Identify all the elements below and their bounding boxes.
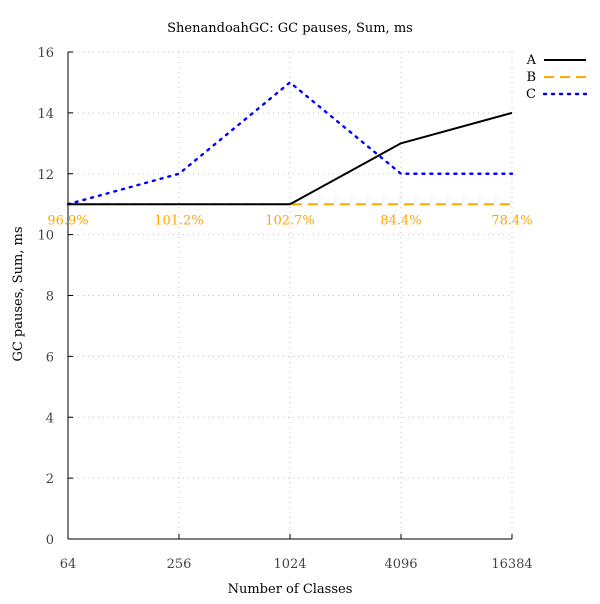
legend-label: C bbox=[526, 87, 536, 102]
annotation-label: 78.4% bbox=[491, 213, 532, 228]
axes: 0 2 4 6 8 10 12 14 16 64 256 1024 4096 16384 bbox=[37, 46, 532, 572]
y-tick-label: 0 bbox=[46, 533, 54, 548]
annotation-label: 96.9% bbox=[47, 213, 88, 228]
x-tick-label: 64 bbox=[60, 557, 77, 572]
annotations: 96.9% 101.2% 102.7% 84.4% 78.4% bbox=[47, 213, 532, 228]
y-tick-label: 2 bbox=[46, 472, 54, 487]
y-tick-label: 16 bbox=[37, 46, 54, 61]
annotation-label: 84.4% bbox=[380, 213, 421, 228]
y-axis-label: GC pauses, Sum, ms bbox=[11, 226, 26, 361]
y-tick-label: 14 bbox=[37, 107, 54, 122]
y-tick-label: 6 bbox=[46, 350, 54, 365]
y-tick-label: 8 bbox=[46, 290, 54, 305]
legend-label: B bbox=[526, 70, 536, 85]
y-tick-label: 4 bbox=[46, 411, 54, 426]
annotation-label: 101.2% bbox=[154, 213, 204, 228]
y-tick-label: 12 bbox=[37, 168, 54, 183]
x-tick-label: 16384 bbox=[491, 557, 532, 572]
x-tick-label: 1024 bbox=[273, 557, 306, 572]
legend-label: A bbox=[526, 53, 537, 68]
grid bbox=[67, 51, 513, 540]
annotation-label: 102.7% bbox=[265, 213, 315, 228]
x-tick-label: 256 bbox=[167, 557, 192, 572]
series-line-a bbox=[68, 111, 513, 206]
x-axis-label: Number of Classes bbox=[228, 582, 353, 597]
x-tick-label: 4096 bbox=[384, 557, 417, 572]
legend: ABC bbox=[526, 53, 588, 102]
series-lines bbox=[66, 81, 514, 206]
series-line-c bbox=[66, 81, 514, 206]
y-tick-label: 10 bbox=[37, 229, 54, 244]
chart-title: ShenandoahGC: GC pauses, Sum, ms bbox=[167, 21, 413, 36]
